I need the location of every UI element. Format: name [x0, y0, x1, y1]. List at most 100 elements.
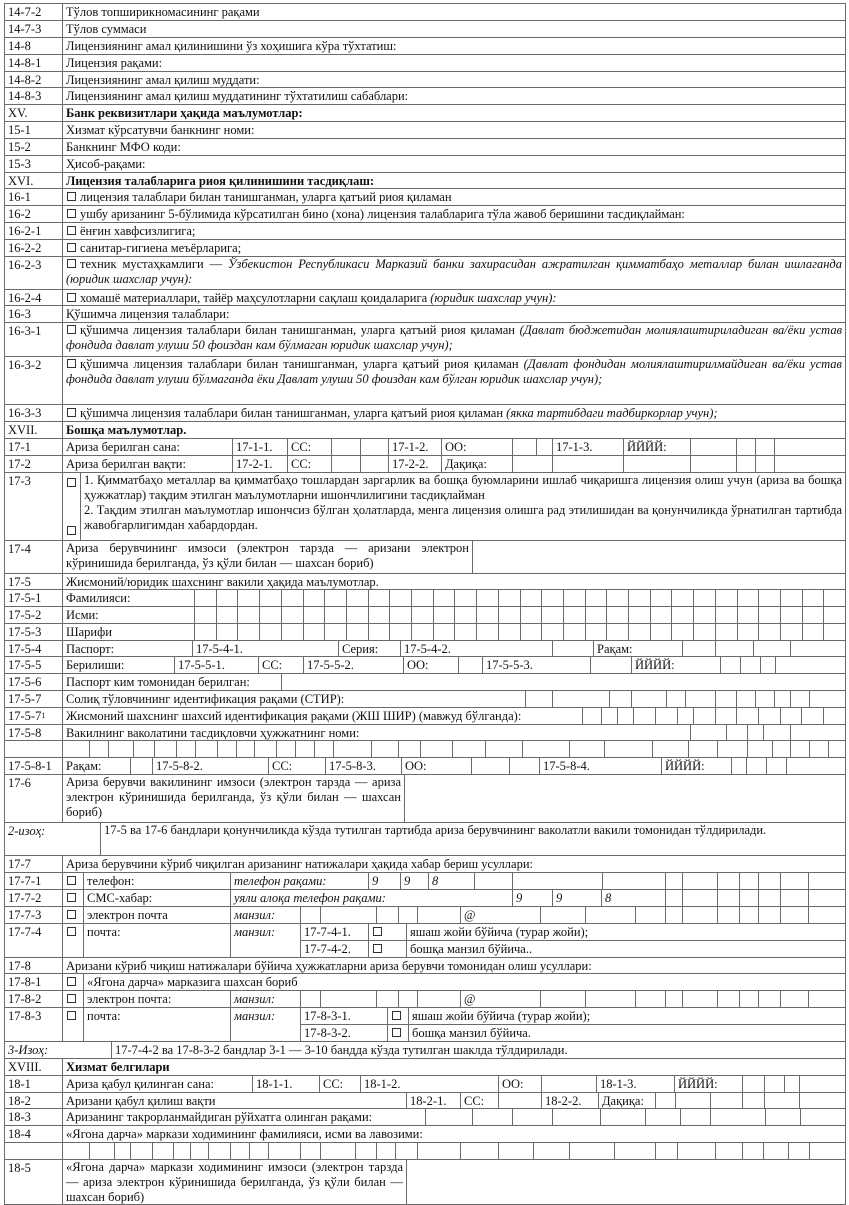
input-box[interactable] — [736, 455, 756, 473]
input-box[interactable] — [623, 455, 691, 473]
input-box[interactable] — [665, 872, 683, 890]
input-box[interactable] — [208, 1142, 231, 1160]
input-box[interactable] — [715, 1142, 743, 1160]
input-box[interactable] — [520, 623, 542, 641]
input-box[interactable] — [454, 606, 477, 624]
input-box[interactable] — [710, 1092, 743, 1109]
input-box[interactable] — [609, 690, 632, 708]
input-box[interactable] — [569, 1142, 615, 1160]
input-box[interactable] — [726, 724, 748, 741]
input-box[interactable] — [355, 1142, 377, 1160]
input-box[interactable] — [690, 724, 727, 741]
input-box[interactable] — [809, 740, 829, 758]
checkbox-icon[interactable] — [67, 209, 76, 218]
input-box[interactable] — [552, 455, 624, 473]
input-box[interactable] — [300, 990, 321, 1008]
input-box[interactable] — [606, 623, 629, 641]
input-box[interactable] — [417, 990, 461, 1008]
input-box[interactable] — [320, 1142, 356, 1160]
input-box[interactable] — [173, 1142, 191, 1160]
input-box[interactable] — [512, 455, 553, 473]
input-box[interactable] — [766, 757, 787, 775]
input-box[interactable] — [331, 438, 361, 456]
input-box[interactable] — [802, 623, 824, 641]
input-box[interactable] — [217, 740, 237, 758]
input-box[interactable] — [801, 707, 824, 725]
input-box[interactable] — [300, 906, 321, 924]
input-box[interactable] — [498, 1092, 542, 1109]
input-box[interactable] — [790, 690, 810, 708]
input-box[interactable] — [190, 1142, 209, 1160]
input-box[interactable] — [790, 724, 846, 741]
checkbox-icon[interactable] — [67, 192, 76, 201]
input-box[interactable] — [802, 589, 824, 607]
input-box[interactable] — [775, 656, 846, 674]
input-box[interactable] — [540, 906, 586, 924]
input-box[interactable] — [411, 589, 434, 607]
input-box[interactable] — [682, 889, 718, 907]
input-box[interactable] — [682, 640, 716, 657]
input-box[interactable] — [536, 438, 553, 456]
input-box[interactable] — [809, 1142, 846, 1160]
input-box[interactable] — [693, 589, 716, 607]
input-box[interactable] — [398, 906, 418, 924]
input-box[interactable] — [780, 906, 809, 924]
input-box[interactable] — [254, 740, 277, 758]
signature-field[interactable] — [406, 1159, 846, 1205]
signature-field[interactable] — [472, 540, 846, 574]
input-box[interactable] — [411, 606, 434, 624]
input-box[interactable] — [690, 438, 737, 456]
input-box[interactable] — [376, 1142, 396, 1160]
input-box[interactable] — [758, 606, 781, 624]
input-box[interactable] — [717, 889, 740, 907]
input-box[interactable] — [281, 589, 304, 607]
input-box[interactable] — [780, 623, 803, 641]
input-box[interactable] — [569, 740, 605, 758]
input-box[interactable] — [693, 623, 716, 641]
checkbox-icon[interactable] — [67, 226, 76, 235]
input-box[interactable] — [693, 606, 716, 624]
input-box[interactable] — [739, 889, 759, 907]
input-box[interactable] — [655, 707, 678, 725]
input-box[interactable] — [476, 623, 499, 641]
input-box[interactable] — [371, 740, 399, 758]
input-box[interactable] — [541, 606, 564, 624]
input-box[interactable] — [682, 872, 718, 890]
input-box[interactable] — [799, 1092, 846, 1109]
checkbox-icon[interactable] — [67, 259, 76, 268]
input-box[interactable] — [368, 623, 390, 641]
input-box[interactable] — [731, 757, 747, 775]
input-box[interactable] — [108, 740, 134, 758]
input-box[interactable] — [533, 1142, 570, 1160]
input-box[interactable] — [650, 606, 672, 624]
input-box[interactable] — [742, 1075, 765, 1093]
input-box[interactable] — [509, 757, 540, 775]
input-box[interactable] — [585, 606, 607, 624]
input-box[interactable] — [237, 589, 260, 607]
input-box[interactable] — [758, 707, 781, 725]
input-box[interactable] — [314, 740, 334, 758]
input-box[interactable] — [720, 656, 741, 674]
input-box[interactable] — [628, 606, 651, 624]
input-box[interactable] — [739, 872, 759, 890]
input-box[interactable] — [360, 438, 389, 456]
input-box[interactable] — [590, 656, 632, 674]
input-box[interactable] — [346, 606, 369, 624]
checkbox-icon[interactable] — [373, 944, 382, 953]
input-box[interactable] — [758, 872, 781, 890]
input-box[interactable] — [417, 1142, 461, 1160]
input-box[interactable] — [237, 606, 260, 624]
input-box[interactable] — [582, 707, 602, 725]
input-box[interactable] — [780, 707, 802, 725]
checkbox-icon[interactable] — [67, 478, 76, 487]
input-box[interactable] — [758, 906, 781, 924]
input-box[interactable] — [764, 1075, 785, 1093]
input-box[interactable] — [281, 623, 304, 641]
input-box[interactable] — [130, 1142, 153, 1160]
input-box[interactable] — [635, 906, 666, 924]
input-box[interactable] — [677, 707, 694, 725]
input-box[interactable] — [433, 623, 455, 641]
input-box[interactable] — [755, 690, 775, 708]
input-box[interactable] — [614, 1142, 656, 1160]
input-box[interactable] — [604, 740, 653, 758]
